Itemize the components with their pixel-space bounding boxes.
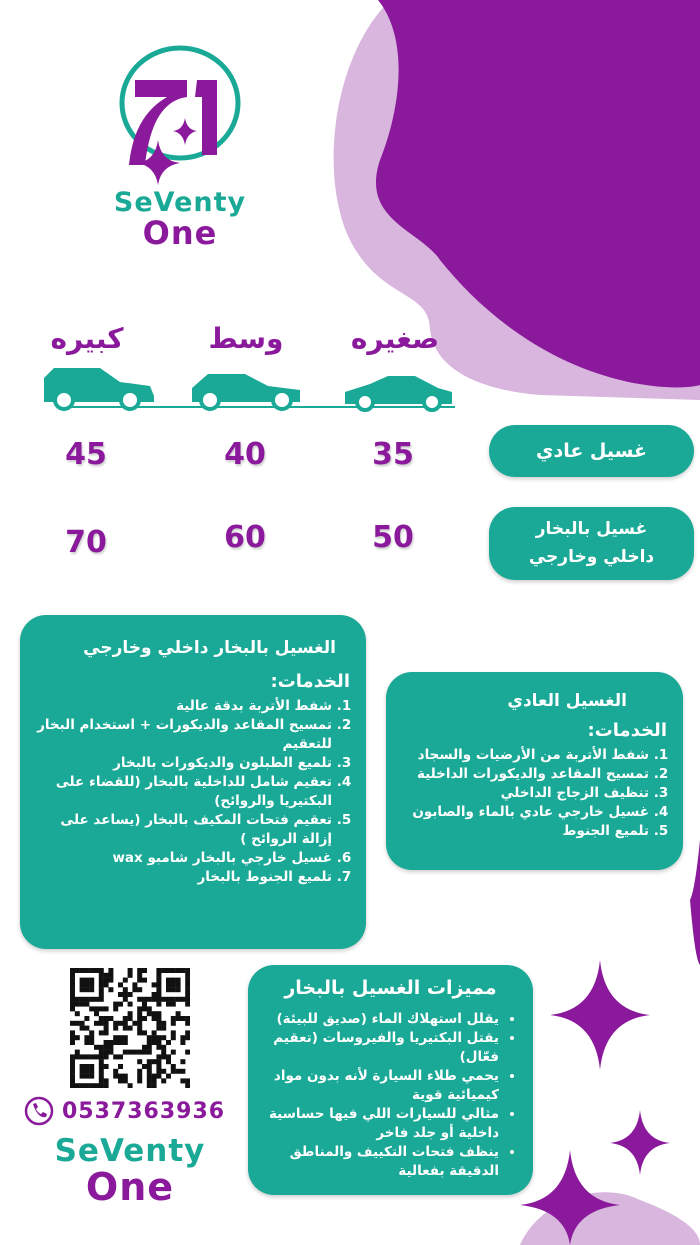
hatchback-icon bbox=[192, 374, 300, 411]
service-item: تلميع الطبلون والديكورات بالبخار bbox=[36, 754, 332, 773]
price-regular-medium: 40 bbox=[224, 437, 266, 472]
service-item: تمسيح المقاعد والديكورات + استخدام البخا… bbox=[36, 716, 332, 754]
brand-line1: SeVenty bbox=[113, 187, 247, 218]
service-item: يقلل استهلاك الماء (صديق للبيئة) bbox=[264, 1010, 499, 1029]
service-item: تلميع الجنوط bbox=[402, 822, 649, 841]
service-item: تلميع الجنوط بالبخار bbox=[36, 868, 332, 887]
service-item: تنظيف الزجاج الداخلي bbox=[402, 784, 649, 803]
steam-card-title: الغسيل بالبخار داخلي وخارجي bbox=[83, 638, 336, 658]
steam-wash-label: غسيل بالبخار داخلي وخارجي bbox=[489, 507, 694, 580]
logo: SeVenty One bbox=[105, 45, 255, 252]
size-medium: وسط bbox=[208, 322, 284, 355]
regular-card-title: الغسيل العادي bbox=[507, 691, 627, 711]
service-item: يقتل البكتيريا والفيروسات (تعقيم فعّال) bbox=[264, 1029, 499, 1067]
price-steam-large: 70 bbox=[65, 525, 107, 560]
suv-icon bbox=[44, 368, 154, 411]
phone-number[interactable]: 0537363936 bbox=[62, 1098, 226, 1124]
sparkle-icon bbox=[690, 840, 700, 965]
service-item: مثالي للسيارات اللي فيها حساسية داخلية أ… bbox=[264, 1105, 499, 1143]
regular-services-card: الغسيل العادي الخدمات: شفط الأتربة من ال… bbox=[386, 672, 683, 870]
cars-illustration bbox=[44, 368, 455, 412]
regular-wash-label: غسيل عادي bbox=[489, 425, 694, 477]
phone-row: 0537363936 bbox=[22, 1094, 225, 1128]
sparkle-icon bbox=[550, 960, 650, 1070]
sedan-icon bbox=[345, 376, 452, 412]
service-item: تعقيم شامل للداخلية بالبخار (للقضاء على … bbox=[36, 773, 332, 811]
phone-icon bbox=[24, 1096, 54, 1126]
footer-brand-line2: One bbox=[85, 1165, 175, 1209]
features-list: يقلل استهلاك الماء (صديق للبيئة)يقتل الب… bbox=[264, 1010, 517, 1181]
service-item: يحمي طلاء السيارة لأنه بدون مواد كيميائي… bbox=[264, 1067, 499, 1105]
steam-card-subtitle: الخدمات: bbox=[270, 671, 351, 692]
price-regular-large: 45 bbox=[65, 437, 107, 472]
steam-wash-line1: غسيل بالبخار bbox=[535, 519, 648, 539]
qr-code bbox=[70, 968, 190, 1088]
sparkle-icon bbox=[520, 1150, 620, 1245]
brand-line2: One bbox=[142, 214, 218, 252]
steam-wash-line2: داخلي وخارجي bbox=[528, 547, 655, 567]
steam-features-card: مميزات الغسيل بالبخار يقلل استهلاك الماء… bbox=[248, 965, 533, 1195]
price-steam-small: 50 bbox=[372, 520, 414, 555]
service-item: تمسيح المقاعد والديكورات الداخلية bbox=[402, 765, 649, 784]
sparkle-icon bbox=[610, 1110, 670, 1175]
sparkle-icons bbox=[520, 840, 700, 1245]
purple-blob bbox=[375, 0, 700, 388]
service-item: غسيل خارجي عادي بالماء والصابون bbox=[402, 803, 649, 822]
logo-mark bbox=[119, 45, 241, 185]
steam-services-list: شفط الأتربة بدقة عاليةتمسيح المقاعد والد… bbox=[36, 697, 350, 887]
price-steam-medium: 60 bbox=[224, 520, 266, 555]
steam-services-card: الغسيل بالبخار داخلي وخارجي الخدمات: شفط… bbox=[20, 615, 366, 949]
price-regular-small: 35 bbox=[372, 437, 414, 472]
footer-brand-line1: SeVenty bbox=[54, 1133, 206, 1169]
regular-card-subtitle: الخدمات: bbox=[587, 720, 668, 741]
size-large: كبيره bbox=[50, 322, 124, 355]
features-card-title: مميزات الغسيل بالبخار bbox=[284, 977, 497, 999]
service-item: شفط الأتربة من الأرضيات والسجاد bbox=[402, 746, 649, 765]
service-item: شفط الأتربة بدقة عالية bbox=[36, 697, 332, 716]
size-small: صغيره bbox=[350, 322, 440, 355]
regular-services-list: شفط الأتربة من الأرضيات والسجادتمسيح الم… bbox=[402, 746, 667, 841]
service-item: تعقيم فتحات المكيف بالبخار (يساعد على إز… bbox=[36, 811, 332, 849]
service-item: ينظف فتحات التكييف والمناطق الدقيقة بفعا… bbox=[264, 1143, 499, 1181]
service-item: غسيل خارجي بالبخار شامبو wax bbox=[36, 849, 332, 868]
